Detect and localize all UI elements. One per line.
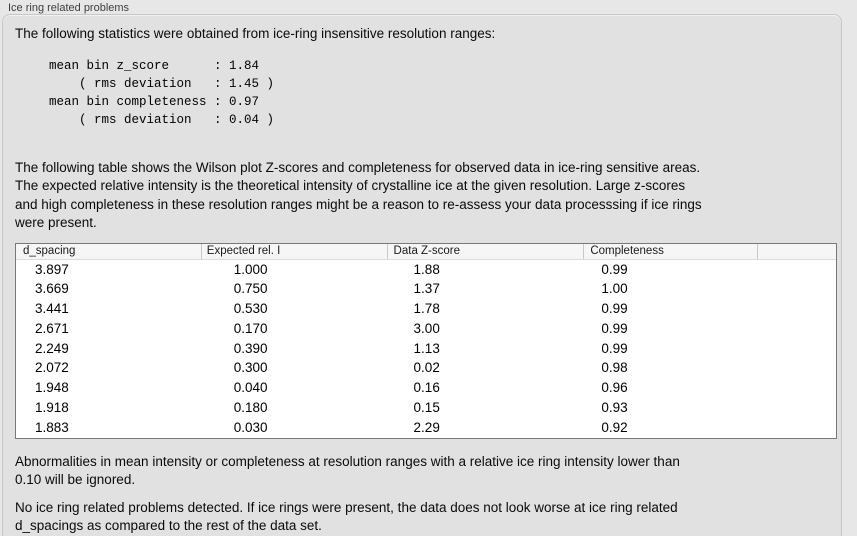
table-row[interactable]: 1.948 0.040 0.16 0.96 bbox=[16, 378, 836, 398]
table-cell: 1.948 bbox=[35, 380, 69, 396]
table-cell: 1.883 bbox=[35, 419, 69, 435]
table-cell: 0.180 bbox=[233, 400, 268, 416]
table-row[interactable]: 3.669 0.750 1.37 1.00 bbox=[16, 279, 836, 299]
column-header-empty[interactable] bbox=[758, 244, 836, 259]
table-cell: 2.249 bbox=[35, 340, 69, 356]
ice-ring-table: d_spacing Expected rel. I Data Z-score C… bbox=[15, 242, 837, 439]
table-cell: 2.29 bbox=[413, 419, 440, 435]
table-cell bbox=[758, 358, 836, 378]
table-cell bbox=[758, 299, 836, 319]
table-cell bbox=[758, 398, 836, 418]
table-header-row: d_spacing Expected rel. I Data Z-score C… bbox=[16, 243, 836, 260]
conclusion-text: No ice ring related problems detected. I… bbox=[15, 499, 678, 534]
table-cell: 1.78 bbox=[413, 301, 440, 317]
table-cell: 2.671 bbox=[35, 320, 69, 336]
table-row[interactable]: 2.671 0.170 3.00 0.99 bbox=[16, 319, 836, 339]
table-cell: 3.669 bbox=[35, 281, 69, 297]
table-row[interactable]: 2.072 0.300 0.02 0.98 bbox=[16, 358, 836, 378]
table-cell: 0.030 bbox=[233, 419, 268, 435]
table-cell: 0.96 bbox=[601, 380, 628, 396]
table-cell: 0.15 bbox=[413, 400, 440, 416]
group-box-title: Ice ring related problems bbox=[8, 2, 130, 14]
column-header-data-z-score[interactable]: Data Z-score bbox=[388, 243, 585, 259]
table-cell: 0.98 bbox=[601, 360, 628, 376]
table-cell: 1.13 bbox=[413, 340, 440, 356]
table-row[interactable]: 2.249 0.390 1.13 0.99 bbox=[16, 339, 836, 359]
table-cell: 0.93 bbox=[601, 400, 628, 416]
table-cell: 0.040 bbox=[233, 380, 268, 396]
table-description-text: The following table shows the Wilson plo… bbox=[15, 159, 702, 231]
table-cell: 0.02 bbox=[413, 360, 440, 376]
table-cell: 0.99 bbox=[601, 340, 628, 356]
table-cell bbox=[758, 279, 836, 299]
table-cell: 0.170 bbox=[233, 320, 268, 336]
table-cell bbox=[758, 319, 836, 339]
table-cell: 1.000 bbox=[233, 261, 268, 277]
column-header-d-spacing[interactable]: d_spacing bbox=[16, 243, 202, 259]
table-cell: 0.530 bbox=[233, 301, 268, 317]
table-cell: 0.750 bbox=[233, 281, 268, 297]
table-cell: 0.99 bbox=[601, 261, 628, 277]
table-cell bbox=[758, 378, 836, 398]
table-row[interactable]: 3.441 0.530 1.78 0.99 bbox=[16, 299, 836, 319]
table-cell: 1.00 bbox=[601, 281, 628, 297]
ice-ring-panel: The following statistics were obtained f… bbox=[2, 14, 842, 536]
abnormalities-ignore-note: Abnormalities in mean intensity or compl… bbox=[15, 453, 680, 488]
column-header-expected-rel-i[interactable]: Expected rel. I bbox=[202, 243, 388, 259]
table-cell: 0.16 bbox=[413, 380, 440, 396]
column-header-completeness[interactable]: Completeness bbox=[584, 243, 759, 259]
table-cell: 0.99 bbox=[601, 301, 628, 317]
table-cell: 1.37 bbox=[413, 281, 440, 297]
table-cell: 3.897 bbox=[35, 261, 69, 277]
table-cell bbox=[758, 339, 836, 359]
table-cell bbox=[758, 418, 836, 438]
ice-ring-table-body: 3.897 1.000 1.88 0.99 3.669 0.750 1.37 1.00 3.44… bbox=[16, 259, 836, 438]
table-cell bbox=[758, 260, 836, 280]
table-cell: 0.390 bbox=[233, 340, 268, 356]
table-cell: 1.918 bbox=[35, 400, 69, 416]
table-cell: 3.00 bbox=[413, 320, 440, 336]
table-cell: 0.300 bbox=[233, 360, 268, 376]
table-cell: 2.072 bbox=[35, 360, 69, 376]
table-row[interactable]: 3.897 1.000 1.88 0.99 bbox=[16, 260, 836, 280]
table-row[interactable]: 1.883 0.030 2.29 0.92 bbox=[16, 418, 836, 438]
bin-statistics-block: mean bin z_score : 1.84 ( rms deviation … bbox=[49, 58, 275, 127]
intro-statistics-text: The following statistics were obtained f… bbox=[15, 26, 496, 41]
table-cell: 0.92 bbox=[601, 419, 628, 435]
table-row[interactable]: 1.918 0.180 0.15 0.93 bbox=[16, 398, 836, 418]
table-cell: 0.99 bbox=[601, 320, 628, 336]
table-cell: 1.88 bbox=[413, 261, 440, 277]
table-cell: 3.441 bbox=[35, 301, 69, 317]
